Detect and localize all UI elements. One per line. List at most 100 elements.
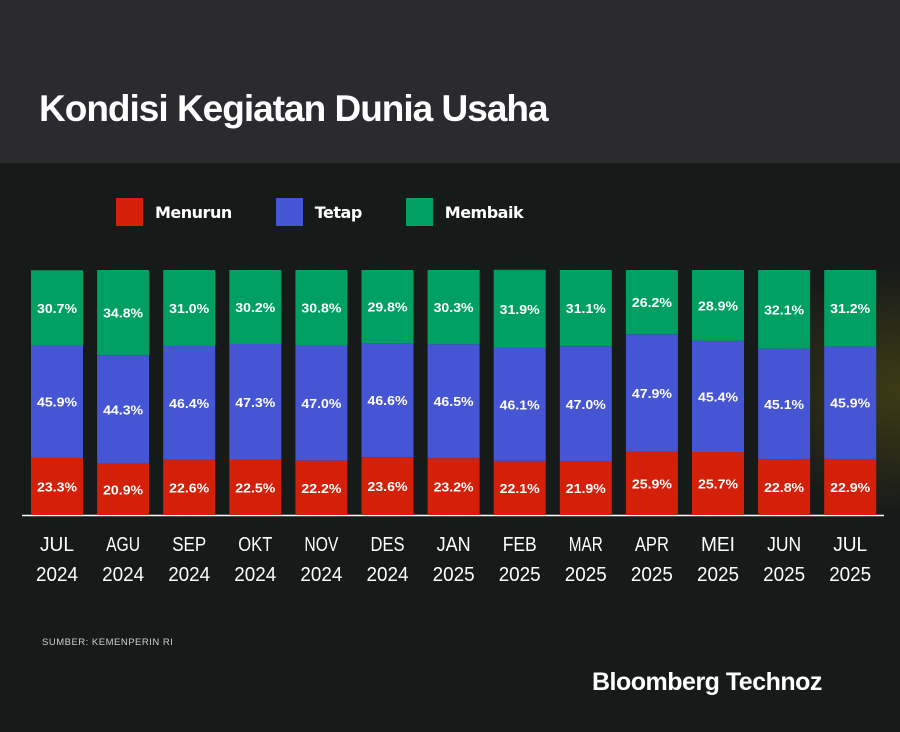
bar-segment-membaik <box>427 270 480 345</box>
data-label-tetap: 47.0% <box>566 397 606 412</box>
bar-segment-membaik <box>625 270 678 335</box>
data-label-menurun: 23.2% <box>434 480 474 495</box>
x-tick-year: 2024 <box>36 564 78 586</box>
bar-segment-menurun <box>163 459 216 515</box>
x-tick-year: 2025 <box>499 564 541 586</box>
data-label-tetap: 45.4% <box>698 389 738 404</box>
data-label-membaik: 30.2% <box>235 300 275 315</box>
data-label-menurun: 22.2% <box>301 481 341 496</box>
x-tick-month: JUL <box>40 534 74 556</box>
bar-segment-menurun <box>559 461 612 515</box>
bar-segment-menurun <box>758 459 811 515</box>
x-tick-month: JUN <box>767 534 801 556</box>
x-tick-year: 2025 <box>565 564 607 586</box>
data-label-membaik: 31.1% <box>566 301 606 316</box>
bar-segment-tetap <box>427 344 480 459</box>
bar-segment-menurun <box>229 459 282 515</box>
data-label-membaik: 32.1% <box>764 302 804 317</box>
bar-segment-membaik <box>493 269 546 348</box>
data-label-menurun: 21.9% <box>566 481 606 496</box>
x-tick-month: DES <box>371 534 405 556</box>
data-label-membaik: 30.7% <box>37 301 77 316</box>
bar-segment-tetap <box>163 345 216 460</box>
source-note: SUMBER: KEMENPERIN RI <box>42 637 174 648</box>
bar-segment-membaik <box>758 270 811 349</box>
bar-segment-tetap <box>31 345 83 458</box>
bar-segment-membaik <box>163 270 216 346</box>
data-label-tetap: 46.1% <box>500 397 540 412</box>
bar-segment-membaik <box>229 270 282 344</box>
data-label-membaik: 31.0% <box>169 301 209 316</box>
x-tick-month: SEP <box>172 534 206 556</box>
data-label-menurun: 20.9% <box>103 482 143 497</box>
data-label-tetap: 47.3% <box>235 395 275 410</box>
bar-segment-tetap <box>692 340 744 453</box>
bar-segment-tetap <box>493 347 546 461</box>
bar-segment-tetap <box>229 343 282 460</box>
bar-segment-tetap <box>559 346 612 462</box>
x-tick-year: 2024 <box>168 564 210 586</box>
bar-segment-tetap <box>625 334 678 452</box>
bar-segment-menurun <box>97 463 150 515</box>
data-label-menurun: 23.3% <box>37 479 77 494</box>
x-tick-year: 2024 <box>234 564 276 586</box>
data-label-menurun: 22.1% <box>500 481 540 496</box>
x-tick-month: OKT <box>238 534 272 556</box>
x-tick-year: 2024 <box>367 564 409 586</box>
x-tick-year: 2024 <box>300 564 342 586</box>
legend: Menurun Tetap Membaik <box>116 198 567 226</box>
bar-segment-membaik <box>559 270 612 347</box>
bar-segment-tetap <box>97 355 150 464</box>
chart-title: Kondisi Kegiatan Dunia Usaha <box>39 88 549 129</box>
data-label-tetap: 45.9% <box>830 396 870 411</box>
bar-segment-membaik <box>31 270 83 346</box>
legend-item-tetap: Tetap <box>275 198 363 226</box>
data-label-menurun: 22.6% <box>169 480 209 495</box>
data-label-menurun: 22.9% <box>830 480 870 495</box>
x-tick-month: JUL <box>833 534 867 556</box>
legend-swatch-membaik <box>405 198 433 226</box>
bar-segment-membaik <box>295 270 348 346</box>
data-label-membaik: 30.8% <box>301 301 341 316</box>
data-label-tetap: 47.9% <box>632 386 672 401</box>
data-label-menurun: 25.7% <box>698 477 738 492</box>
bar-segment-membaik <box>824 270 877 347</box>
data-label-tetap: 45.9% <box>37 395 77 410</box>
brand-logo: Bloomberg Technoz <box>592 668 822 696</box>
legend-swatch-menurun <box>116 198 143 226</box>
x-tick-month: MAR <box>569 534 603 556</box>
bar-segment-menurun <box>824 458 877 515</box>
bar-segment-membaik <box>692 270 744 341</box>
x-tick-month: NOV <box>304 534 339 556</box>
data-label-membaik: 31.2% <box>830 301 870 316</box>
header-band: Kondisi Kegiatan Dunia Usaha <box>0 0 900 163</box>
bar-segment-membaik <box>97 270 150 356</box>
x-tick-year: 2025 <box>631 564 673 586</box>
x-tick-month: MEI <box>701 534 735 556</box>
data-label-membaik: 26.2% <box>632 295 672 310</box>
x-tick-month: APR <box>635 534 669 556</box>
x-tick-month: FEB <box>503 534 537 556</box>
bar-segment-menurun <box>692 452 744 515</box>
x-tick-month: JAN <box>437 534 471 556</box>
data-label-menurun: 23.6% <box>368 479 408 494</box>
x-tick-month: AGU <box>106 534 140 556</box>
data-label-tetap: 44.3% <box>103 403 143 418</box>
data-label-tetap: 45.1% <box>764 397 804 412</box>
data-label-tetap: 47.0% <box>301 396 341 411</box>
data-label-menurun: 25.9% <box>632 476 672 491</box>
x-tick-year: 2024 <box>102 564 144 586</box>
data-label-tetap: 46.5% <box>434 394 474 409</box>
data-label-membaik: 34.8% <box>103 306 143 321</box>
bar-segment-menurun <box>361 457 414 515</box>
bar-segment-membaik <box>361 270 414 344</box>
bar-segment-tetap <box>295 345 348 461</box>
data-label-menurun: 22.8% <box>764 480 804 495</box>
bar-segment-tetap <box>758 348 811 460</box>
x-tick-year: 2025 <box>763 564 805 586</box>
data-label-membaik: 29.8% <box>368 300 408 315</box>
legend-label-tetap: Tetap <box>314 202 363 222</box>
bar-segment-menurun <box>493 460 546 515</box>
data-label-membaik: 30.3% <box>434 300 474 315</box>
